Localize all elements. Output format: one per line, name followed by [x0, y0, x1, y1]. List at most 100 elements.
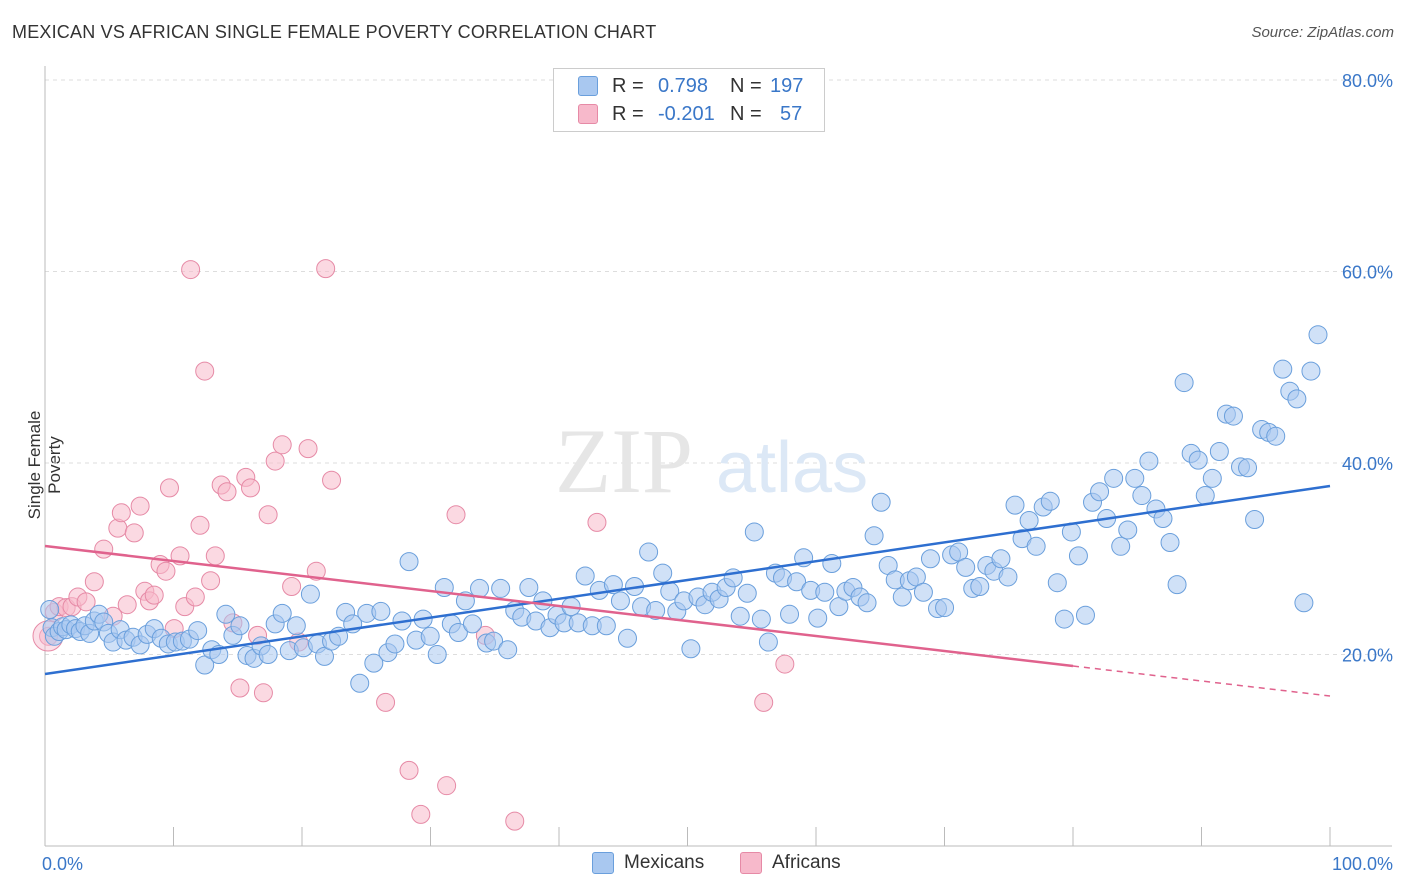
point-africans — [185, 587, 205, 607]
point-mexicans — [751, 609, 771, 629]
point-mexicans — [258, 645, 278, 664]
legend-r-value: 0.798 — [658, 74, 709, 97]
legend-item-mexicans[interactable]: Mexicans — [592, 852, 704, 874]
point-mexicans — [1245, 509, 1265, 529]
point-mexicans — [1209, 442, 1229, 462]
point-africans — [201, 571, 221, 591]
label-mexicans: Mexicans — [624, 852, 705, 873]
point-mexicans — [998, 567, 1018, 587]
point-mexicans — [1054, 609, 1074, 629]
point-mexicans — [744, 522, 764, 542]
point-mexicans — [596, 616, 616, 636]
point-mexicans — [991, 549, 1011, 569]
point-mexicans — [272, 603, 292, 623]
swatch-africans — [740, 852, 762, 874]
point-africans — [205, 546, 225, 566]
point-mexicans — [1287, 389, 1307, 409]
point-mexicans — [491, 578, 511, 598]
trend-line-africans — [44, 544, 1074, 668]
point-mexicans — [1238, 458, 1258, 478]
point-mexicans — [1301, 361, 1321, 381]
point-africans — [446, 505, 466, 525]
point-mexicans — [420, 626, 440, 646]
point-mexicans — [920, 549, 940, 569]
point-mexicans — [1266, 426, 1286, 446]
watermark-zip: ZIP — [555, 410, 693, 512]
point-africans — [282, 577, 302, 597]
point-mexicans — [737, 583, 757, 603]
label-africans: Africans — [772, 852, 841, 873]
point-africans — [298, 439, 318, 459]
chart-title: MEXICAN VS AFRICAN SINGLE FEMALE POVERTY… — [12, 22, 657, 42]
legend-r-label: R = — [612, 74, 644, 97]
point-africans — [376, 692, 396, 712]
point-mexicans — [1019, 510, 1039, 530]
point-mexicans — [730, 606, 750, 626]
point-mexicans — [892, 587, 912, 607]
point-africans — [195, 361, 215, 381]
grid-lines — [45, 79, 1392, 655]
point-mexicans — [1195, 486, 1215, 506]
point-mexicans — [1308, 325, 1328, 345]
point-mexicans — [519, 577, 539, 597]
point-mexicans — [484, 631, 504, 651]
point-mexicans — [462, 614, 482, 634]
legend-r-value: -0.201 — [658, 102, 715, 125]
point-mexicans — [1068, 546, 1088, 566]
point-mexicans — [40, 599, 60, 619]
correlation-legend: R = 0.798 N = 197 R = -0.201 N = 57 — [553, 68, 825, 132]
legend-swatch-africans — [578, 104, 598, 124]
y-tick-label: 40.0% — [1342, 454, 1393, 474]
y-tick-label: 80.0% — [1342, 71, 1393, 91]
point-mexicans — [1047, 573, 1067, 593]
point-mexicans — [498, 640, 518, 660]
legend-row-mexicans: R = 0.798 N = 197 — [578, 73, 803, 99]
point-africans — [156, 561, 176, 581]
point-africans — [241, 478, 261, 498]
point-mexicans — [1223, 406, 1243, 426]
point-africans — [217, 482, 237, 502]
point-mexicans — [913, 582, 933, 602]
point-africans — [316, 259, 336, 279]
point-mexicans — [1075, 605, 1095, 625]
point-africans — [258, 505, 278, 525]
point-mexicans — [617, 628, 637, 648]
point-mexicans — [1294, 593, 1314, 613]
point-mexicans — [1005, 495, 1025, 515]
point-mexicans — [300, 584, 320, 604]
point-mexicans — [399, 552, 419, 572]
point-africans — [399, 760, 419, 780]
point-mexicans — [758, 632, 778, 652]
point-mexicans — [857, 593, 877, 613]
axes — [44, 66, 1392, 847]
point-mexicans — [1132, 486, 1152, 506]
point-africans — [94, 539, 114, 559]
point-africans — [253, 683, 273, 703]
point-mexicans — [1111, 536, 1131, 556]
legend-swatch-mexicans — [578, 76, 598, 96]
point-mexicans — [575, 566, 595, 586]
point-africans — [230, 678, 250, 698]
point-mexicans — [371, 601, 391, 621]
point-africans — [587, 512, 607, 532]
point-mexicans — [1118, 520, 1138, 540]
point-mexicans — [364, 653, 384, 673]
x-tick-label: 0.0% — [42, 854, 83, 874]
point-africans — [754, 692, 774, 712]
legend-item-africans[interactable]: Africans — [740, 852, 841, 874]
point-africans — [322, 470, 342, 490]
point-mexicans — [1174, 373, 1194, 393]
point-mexicans — [639, 542, 659, 562]
point-mexicans — [1090, 482, 1110, 502]
point-mexicans — [1026, 536, 1046, 556]
point-africans — [84, 572, 104, 592]
point-africans — [117, 595, 137, 615]
point-mexicans — [864, 526, 884, 546]
point-africans — [76, 592, 96, 612]
point-mexicans — [448, 622, 468, 642]
point-africans — [306, 561, 326, 581]
trend-lines — [44, 484, 1331, 697]
point-africans — [111, 503, 131, 523]
point-mexicans — [610, 591, 630, 611]
